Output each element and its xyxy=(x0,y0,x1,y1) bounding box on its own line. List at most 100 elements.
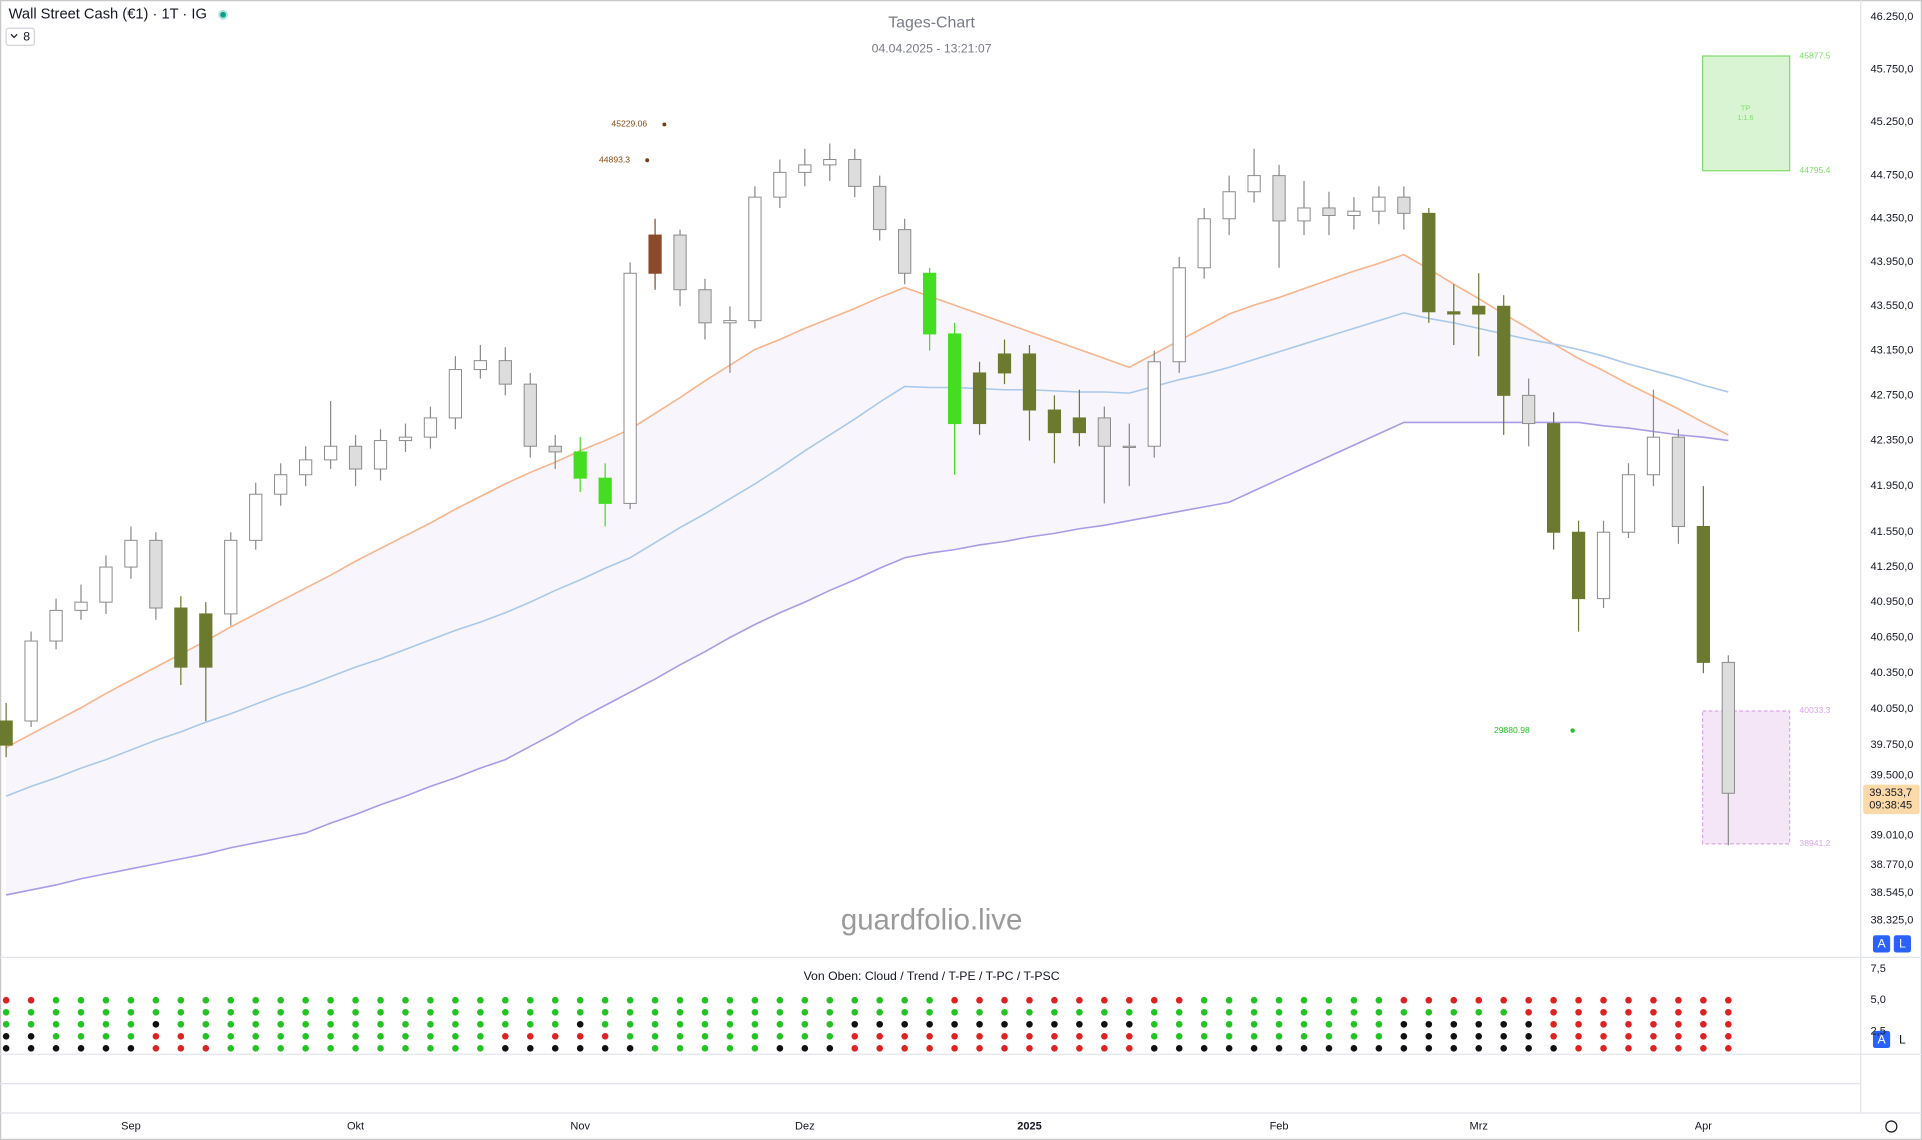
candle-body xyxy=(947,333,962,425)
state-dot xyxy=(1500,1032,1508,1040)
state-dot xyxy=(127,1008,135,1016)
y-tick-label: 39.010,0 xyxy=(1871,829,1914,841)
price-marker xyxy=(645,158,650,163)
candle-body xyxy=(523,383,537,447)
level-label: 44795.4 xyxy=(1799,165,1830,175)
candle-body xyxy=(823,159,837,166)
state-dot xyxy=(77,1008,85,1016)
state-dot xyxy=(601,1008,609,1016)
state-dot xyxy=(976,1044,983,1052)
y-tick-label: 38.325,0 xyxy=(1871,914,1914,926)
settings-icon[interactable] xyxy=(1885,1120,1898,1133)
y-tick-label: 43.550,0 xyxy=(1871,300,1914,312)
state-dot xyxy=(1200,996,1208,1004)
candle-body xyxy=(99,566,113,603)
candle-body xyxy=(0,720,13,746)
state-dot xyxy=(1175,1044,1183,1052)
state-dot xyxy=(826,1020,834,1028)
state-dot xyxy=(202,1008,210,1016)
state-dot xyxy=(1425,1032,1433,1040)
state-dot xyxy=(776,1032,784,1040)
state-dot xyxy=(751,1020,759,1028)
auto-button[interactable] xyxy=(1872,935,1891,953)
state-dot xyxy=(576,996,584,1004)
state-dot xyxy=(1076,1032,1083,1040)
state-dot xyxy=(1600,1032,1607,1040)
state-dot xyxy=(1725,1032,1732,1040)
state-dot xyxy=(1375,1032,1383,1040)
state-dot xyxy=(1400,1008,1408,1016)
state-dot xyxy=(851,1032,859,1040)
state-dot xyxy=(1325,1044,1333,1052)
state-dot xyxy=(976,996,983,1004)
log-button[interactable] xyxy=(1893,935,1911,953)
state-dot xyxy=(1550,1044,1557,1052)
state-dot xyxy=(651,1044,659,1052)
state-dot xyxy=(1300,996,1308,1004)
candle-body xyxy=(1721,661,1735,794)
state-dot xyxy=(551,996,559,1004)
state-dot xyxy=(1675,1020,1682,1028)
state-dot xyxy=(1600,1008,1607,1016)
state-dot xyxy=(1450,1020,1458,1028)
candle-body xyxy=(74,601,88,611)
state-dot xyxy=(77,1044,85,1052)
x-tick-label: Feb xyxy=(1270,1120,1289,1132)
state-dot xyxy=(27,996,35,1004)
candle-body xyxy=(1571,531,1586,600)
y-tick-label: 45.250,0 xyxy=(1871,116,1914,128)
state-dot xyxy=(302,1008,309,1016)
state-dot xyxy=(601,1044,609,1052)
state-dot xyxy=(1300,1008,1308,1016)
state-dot xyxy=(102,996,110,1004)
indicator-toggle[interactable] xyxy=(5,27,35,46)
state-dot xyxy=(102,1044,110,1052)
state-dot xyxy=(1325,1032,1333,1040)
x-tick-label: Sep xyxy=(121,1120,141,1132)
candle-body xyxy=(997,353,1012,374)
candle-body xyxy=(348,445,363,470)
state-dot xyxy=(1150,1008,1158,1016)
y-tick-label: 39.750,0 xyxy=(1871,739,1914,751)
state-dot xyxy=(1150,1032,1158,1040)
state-dot xyxy=(1725,1020,1732,1028)
state-dot xyxy=(626,1020,634,1028)
state-dot xyxy=(427,996,434,1004)
candle-body xyxy=(1022,353,1037,411)
last-price-tag xyxy=(1863,784,1920,815)
state-dot xyxy=(427,1020,434,1028)
y-tick-label: 42.750,0 xyxy=(1871,389,1914,401)
candle-body xyxy=(1696,525,1710,663)
state-dot xyxy=(1700,1008,1707,1016)
state-dot xyxy=(601,996,609,1004)
target-ratio: 1:1.6 xyxy=(1737,113,1753,122)
state-dot xyxy=(1200,1008,1208,1016)
state-dot xyxy=(127,1032,135,1040)
state-dot xyxy=(1175,996,1183,1004)
state-dot xyxy=(926,1008,933,1016)
y-tick-label: 40.650,0 xyxy=(1871,631,1914,643)
state-dot xyxy=(951,996,958,1004)
state-dot xyxy=(1525,996,1532,1004)
state-dot xyxy=(77,1020,85,1028)
candle-body xyxy=(1172,267,1186,363)
state-dot xyxy=(1650,996,1657,1004)
state-dot xyxy=(277,1032,284,1040)
state-dot xyxy=(2,1032,10,1040)
auto-button[interactable] xyxy=(1872,1030,1891,1049)
state-dot xyxy=(1350,1032,1358,1040)
state-dot xyxy=(926,1032,933,1040)
price-marker-label: 45229.06 xyxy=(611,119,647,129)
button-label[interactable]: L xyxy=(1899,1032,1906,1046)
state-dot xyxy=(851,996,859,1004)
state-dot xyxy=(1300,1044,1308,1052)
state-dot xyxy=(1275,1044,1283,1052)
candle-body xyxy=(398,436,413,442)
candle-body xyxy=(423,417,438,438)
state-dot xyxy=(477,996,484,1004)
state-dot xyxy=(177,1032,185,1040)
state-dot xyxy=(502,1020,509,1028)
state-dot xyxy=(1225,1008,1233,1016)
state-dot xyxy=(676,1044,684,1052)
state-dot xyxy=(951,1044,958,1052)
